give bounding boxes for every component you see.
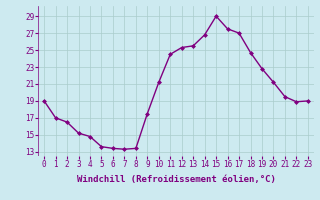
X-axis label: Windchill (Refroidissement éolien,°C): Windchill (Refroidissement éolien,°C) <box>76 175 276 184</box>
